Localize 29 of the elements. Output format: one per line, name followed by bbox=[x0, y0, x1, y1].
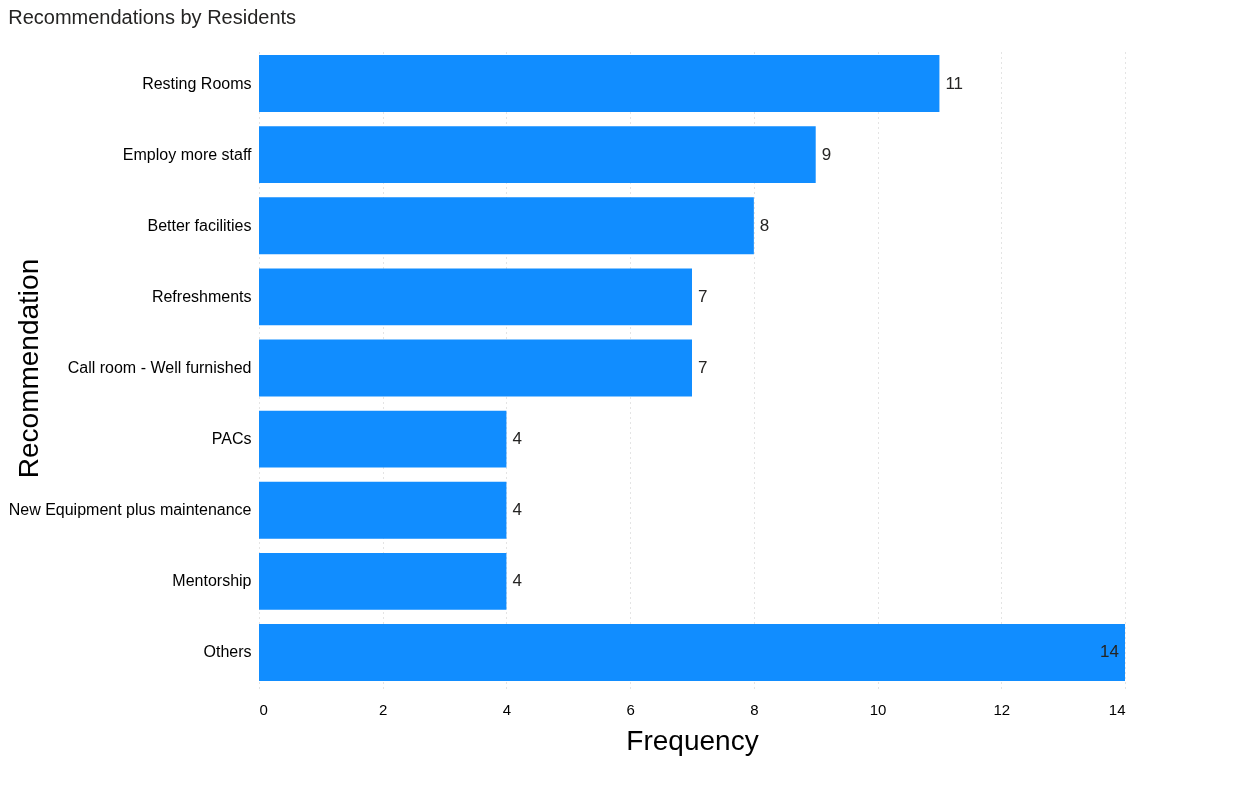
x-tick-label: 8 bbox=[750, 700, 759, 718]
y-tick-label: Mentorship bbox=[172, 572, 252, 590]
data-label: 4 bbox=[512, 571, 522, 591]
x-tick-label: 0 bbox=[259, 700, 268, 718]
y-tick-label: New Equipment plus maintenance bbox=[8, 501, 252, 519]
x-tick-label: 4 bbox=[502, 700, 512, 718]
x-tick-label: 12 bbox=[993, 700, 1011, 718]
y-tick-label: Better facilities bbox=[147, 216, 252, 234]
y-tick-label: Resting Rooms bbox=[142, 74, 252, 92]
y-tick-label: Call room - Well furnished bbox=[67, 359, 252, 376]
data-label: 7 bbox=[698, 286, 708, 306]
x-tick-label: 2 bbox=[379, 700, 388, 718]
data-label: 9 bbox=[821, 144, 832, 164]
y-tick-label: PACs bbox=[211, 430, 252, 448]
y-tick-label: Employ more staff bbox=[122, 145, 253, 163]
x-axis-title: Frequency bbox=[626, 724, 759, 756]
x-tick-label: 6 bbox=[626, 700, 635, 718]
data-label: 8 bbox=[759, 215, 770, 235]
data-label: 7 bbox=[698, 358, 708, 377]
x-tick-label: 14 bbox=[1108, 700, 1126, 718]
data-label: 11 bbox=[945, 73, 964, 93]
data-label: 4 bbox=[512, 429, 522, 449]
data-label: 4 bbox=[512, 500, 522, 520]
y-tick-label: Refreshments bbox=[151, 287, 252, 305]
y-tick-label: Others bbox=[203, 643, 252, 661]
y-axis-title: Recommendation bbox=[12, 258, 44, 479]
chart-title: Recommendations by Residents bbox=[8, 6, 297, 28]
x-tick-label: 10 bbox=[869, 700, 887, 718]
data-label: 14 bbox=[1100, 642, 1119, 662]
